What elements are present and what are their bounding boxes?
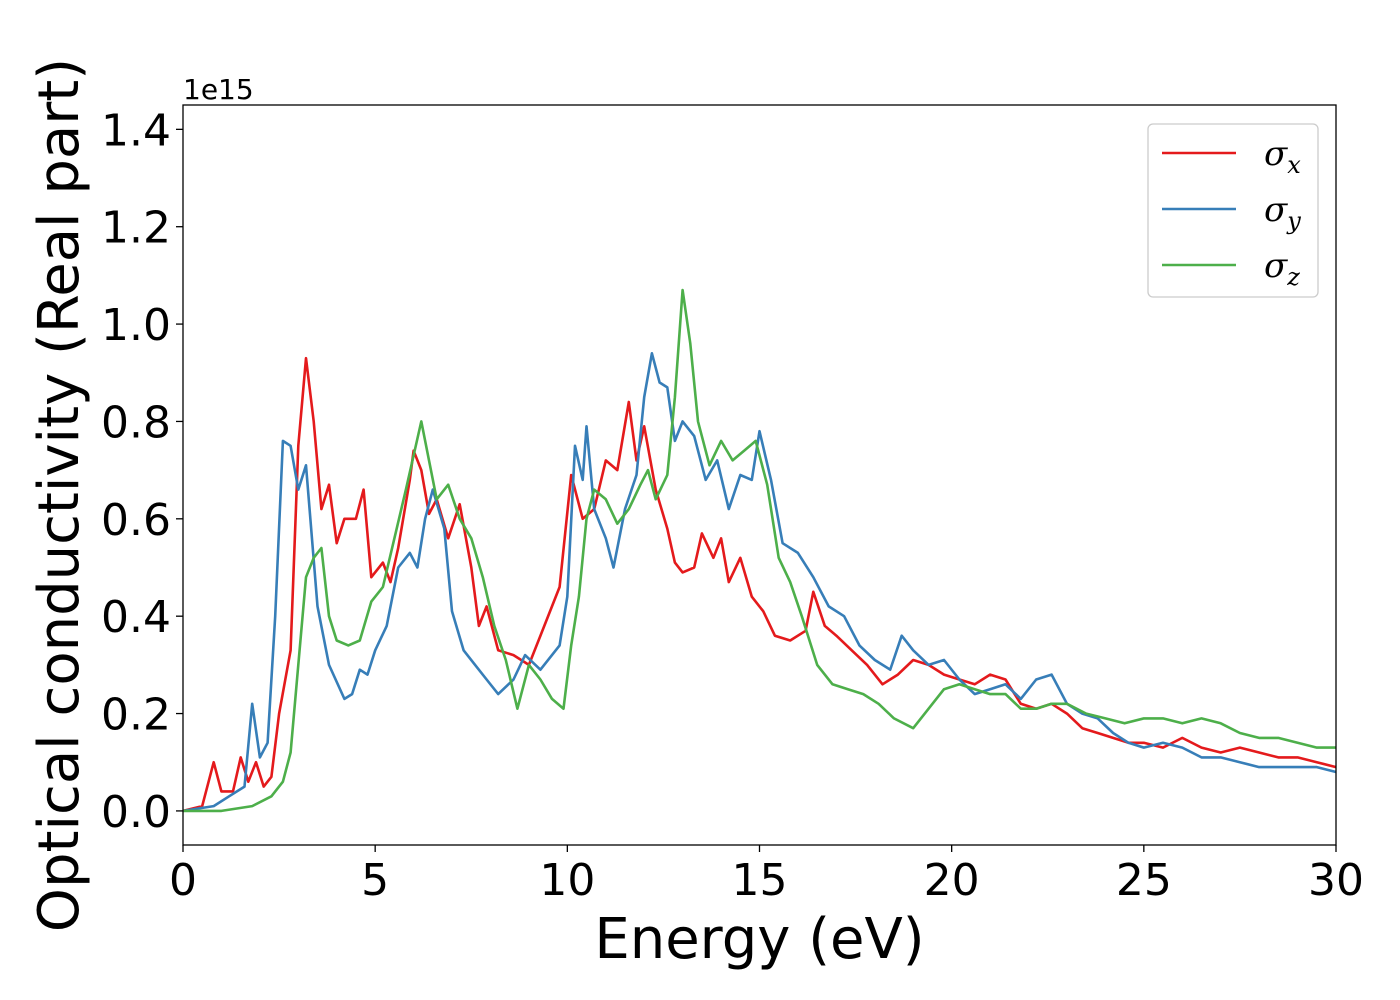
- y-tick-label: 1.2: [101, 203, 171, 254]
- legend-subscript: x: [1287, 151, 1301, 179]
- series-line-y: [182, 352, 1337, 813]
- x-tick-label: 30: [1308, 855, 1364, 906]
- legend-symbol: σ: [1264, 246, 1288, 286]
- legend-label-z: σz: [1264, 246, 1300, 291]
- legend-symbol: σ: [1264, 190, 1288, 230]
- legend-subscript: z: [1286, 263, 1300, 291]
- x-tick-label: 5: [361, 855, 389, 906]
- legend-label-y: σy: [1264, 190, 1301, 235]
- x-tick-label: 15: [732, 855, 788, 906]
- y-tick-label: 1.0: [101, 300, 171, 351]
- y-axis-offset-label: 1e15: [183, 73, 254, 106]
- series-line-x: [182, 356, 1337, 813]
- x-axis-ticks: 0 5 10 15 20 25 30: [169, 845, 1364, 906]
- x-axis-title: Energy (eV): [594, 907, 924, 972]
- y-axis-ticks: 0.0 0.2 0.4 0.6 0.8 1.0 1.2 1.4: [101, 105, 183, 838]
- y-tick-label: 0.0: [101, 787, 171, 838]
- x-tick-label: 10: [539, 855, 595, 906]
- y-tick-label: 0.4: [101, 592, 171, 643]
- legend-subscript: y: [1286, 207, 1301, 235]
- y-tick-label: 0.2: [101, 690, 171, 741]
- legend-label-x: σx: [1264, 134, 1301, 179]
- series-line-z: [183, 288, 1336, 813]
- x-tick-label: 25: [1116, 855, 1172, 906]
- y-tick-label: 0.8: [101, 397, 171, 448]
- legend-symbol: σ: [1264, 134, 1288, 174]
- y-tick-label: 1.4: [101, 105, 171, 156]
- x-tick-label: 0: [169, 855, 197, 906]
- series-layer: [182, 288, 1337, 813]
- x-tick-label: 20: [924, 855, 980, 906]
- y-tick-label: 0.6: [101, 495, 171, 546]
- legend-box: [1147, 123, 1319, 298]
- y-axis-title: Optical conductivity (Real part): [27, 58, 92, 932]
